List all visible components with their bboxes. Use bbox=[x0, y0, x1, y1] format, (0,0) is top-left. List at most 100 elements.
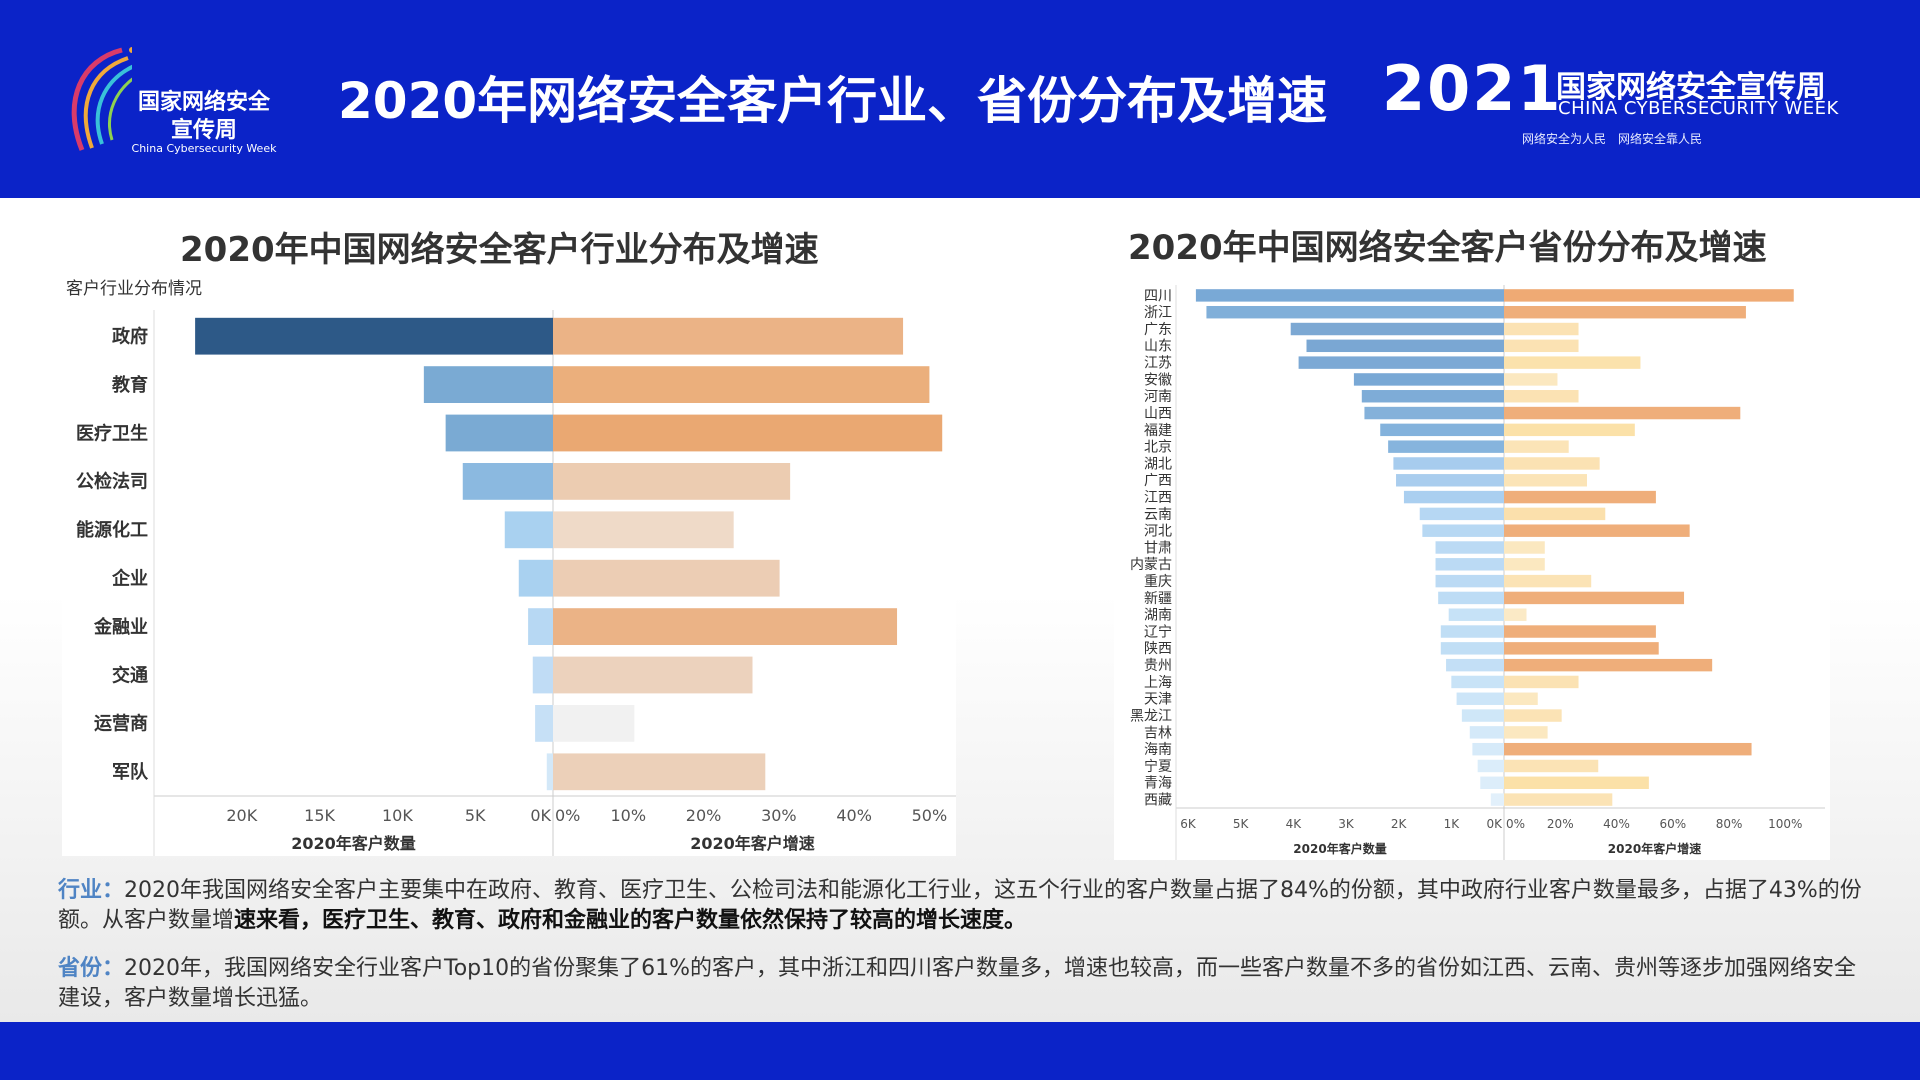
count-bar bbox=[462, 463, 553, 500]
count-bar bbox=[546, 753, 553, 791]
category-label: 广东 bbox=[1144, 322, 1172, 338]
category-label: 江苏 bbox=[1144, 356, 1172, 372]
count-bar bbox=[1477, 759, 1504, 773]
growth-tick-label: 50% bbox=[912, 806, 948, 825]
category-label: 陕西 bbox=[1144, 641, 1172, 657]
count-bar bbox=[423, 366, 553, 403]
category-label: 湖北 bbox=[1144, 456, 1172, 472]
growth-bar bbox=[1504, 558, 1545, 571]
growth-axis-title: 2020年客户增速 bbox=[1608, 841, 1701, 856]
count-bar bbox=[1419, 507, 1504, 521]
count-tick-label: 6K bbox=[1180, 817, 1197, 831]
count-bar bbox=[504, 511, 553, 549]
count-tick-label: 10K bbox=[382, 806, 413, 825]
growth-bar bbox=[1504, 305, 1746, 319]
growth-bar bbox=[1504, 524, 1690, 537]
growth-bar bbox=[1504, 742, 1752, 756]
growth-bar bbox=[553, 656, 753, 694]
count-bar bbox=[1306, 339, 1504, 353]
count-bar bbox=[1361, 390, 1504, 403]
growth-bar bbox=[553, 705, 635, 742]
category-label: 江西 bbox=[1144, 490, 1172, 506]
growth-bar bbox=[1504, 457, 1600, 470]
count-tick-label: 0K bbox=[530, 806, 551, 825]
count-bar bbox=[1435, 574, 1504, 588]
category-label: 山东 bbox=[1144, 339, 1172, 355]
count-bar bbox=[535, 705, 553, 742]
count-bar bbox=[1448, 608, 1504, 621]
growth-tick-label: 0% bbox=[1506, 817, 1525, 831]
category-label: 贵州 bbox=[1144, 658, 1172, 674]
growth-bar bbox=[1504, 793, 1613, 806]
category-label: 新疆 bbox=[1144, 591, 1172, 607]
count-tick-label: 0K bbox=[1486, 817, 1503, 831]
category-label: 上海 bbox=[1144, 675, 1172, 691]
count-tick-label: 3K bbox=[1338, 817, 1355, 831]
count-bar bbox=[1440, 625, 1504, 638]
growth-tick-label: 0% bbox=[555, 806, 580, 825]
province-chart-title: 2020年中国网络安全客户省份分布及增速 bbox=[1128, 228, 1767, 268]
header-banner: 国家网络安全 宣传周 China Cybersecurity Week 2020… bbox=[0, 0, 1920, 198]
cybersecurity-week-logo-left: 国家网络安全 宣传周 China Cybersecurity Week bbox=[62, 40, 282, 160]
industry-summary-text-2: 速来看，医疗卫生、教育、政府和金融业的客户数量依然保持了较高的增长速度。 bbox=[234, 908, 1027, 933]
logo-right-year: 2021 bbox=[1382, 52, 1563, 125]
count-bar bbox=[1438, 591, 1504, 605]
growth-bar bbox=[1504, 658, 1713, 672]
growth-bar bbox=[553, 559, 780, 597]
count-tick-label: 4K bbox=[1286, 817, 1303, 831]
growth-bar bbox=[1504, 675, 1579, 689]
count-bar bbox=[195, 317, 553, 355]
category-label: 河北 bbox=[1144, 524, 1172, 540]
count-tick-label: 5K bbox=[465, 806, 486, 825]
growth-tick-label: 40% bbox=[1603, 817, 1630, 831]
count-bar bbox=[1380, 423, 1504, 437]
count-axis-title: 2020年客户数量 bbox=[1293, 841, 1386, 856]
logo-right-cn: 国家网络安全宣传周 bbox=[1556, 70, 1826, 105]
growth-tick-label: 100% bbox=[1768, 817, 1802, 831]
category-label: 吉林 bbox=[1144, 725, 1172, 741]
growth-bar bbox=[553, 511, 734, 549]
category-label: 运营商 bbox=[94, 713, 148, 735]
growth-bar bbox=[1504, 406, 1741, 420]
count-bar bbox=[1298, 356, 1504, 369]
growth-tick-label: 40% bbox=[836, 806, 872, 825]
count-bar bbox=[1451, 675, 1504, 689]
industry-summary-label: 行业： bbox=[58, 878, 125, 903]
count-tick-label: 1K bbox=[1444, 817, 1461, 831]
growth-tick-label: 30% bbox=[761, 806, 797, 825]
growth-bar bbox=[553, 414, 943, 452]
growth-bar bbox=[1504, 625, 1656, 638]
category-label: 交通 bbox=[112, 664, 148, 686]
category-label: 宁夏 bbox=[1144, 758, 1172, 775]
growth-bar bbox=[1504, 574, 1592, 588]
logo-left-line2: 宣传周 bbox=[170, 118, 237, 143]
count-tick-label: 5K bbox=[1233, 817, 1250, 831]
logo-left-line3: China Cybersecurity Week bbox=[131, 142, 277, 155]
count-bar bbox=[1206, 305, 1504, 319]
growth-tick-label: 20% bbox=[686, 806, 722, 825]
category-label: 四川 bbox=[1144, 288, 1172, 304]
count-bar bbox=[1393, 457, 1504, 470]
growth-bar bbox=[1504, 726, 1548, 739]
growth-bar bbox=[1504, 289, 1794, 302]
count-bar bbox=[528, 608, 553, 645]
growth-bar bbox=[553, 608, 898, 645]
category-label: 辽宁 bbox=[1144, 623, 1172, 640]
growth-bar bbox=[1504, 356, 1641, 369]
count-tick-label: 2K bbox=[1391, 817, 1408, 831]
growth-bar bbox=[1504, 541, 1545, 554]
count-bar bbox=[1446, 658, 1504, 672]
growth-bar bbox=[1504, 474, 1587, 487]
category-label: 金融业 bbox=[93, 616, 148, 638]
province-summary-text: 2020年，我国网络安全行业客户Top10的省份聚集了61%的客户，其中浙江和四… bbox=[58, 956, 1857, 1011]
growth-bar bbox=[1504, 759, 1599, 773]
footer-banner bbox=[0, 1022, 1920, 1080]
count-bar bbox=[1364, 406, 1504, 420]
category-label: 青海 bbox=[1144, 776, 1172, 792]
category-label: 海南 bbox=[1144, 742, 1172, 758]
category-label: 内蒙古 bbox=[1130, 557, 1172, 573]
growth-bar bbox=[1504, 390, 1579, 403]
count-bar bbox=[1396, 474, 1504, 487]
category-label: 黑龙江 bbox=[1130, 708, 1172, 724]
